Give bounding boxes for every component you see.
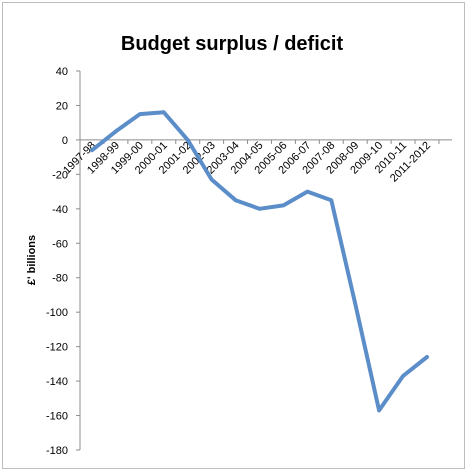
chart-title: Budget surplus / deficit [121,33,344,55]
y-tick-label: -120 [46,342,68,354]
x-axis: 1997-981998-991999-002000-012001-022002-… [61,139,452,185]
y-tick-label: 20 [56,100,68,112]
y-axis-label: £' billions [26,235,38,285]
series-line [90,110,429,413]
series-group [90,110,429,413]
y-tick-label: -140 [46,376,68,388]
y-tick-label: -80 [52,273,68,285]
y-tick-label: 0 [62,135,68,147]
y-axis: 40 20 0 -20 -40 -60 -80 -100 -120 -140 -160 -180 [46,66,81,457]
y-tick-label: -20 [52,169,68,181]
y-tick-label: -100 [46,307,68,319]
y-tick-label: -60 [52,238,68,250]
y-tick-label: 40 [56,66,68,78]
y-tick-label: -180 [46,445,68,457]
y-tick-label: -160 [46,411,68,423]
y-tick-label: -40 [52,204,68,216]
chart-frame [2,2,465,469]
